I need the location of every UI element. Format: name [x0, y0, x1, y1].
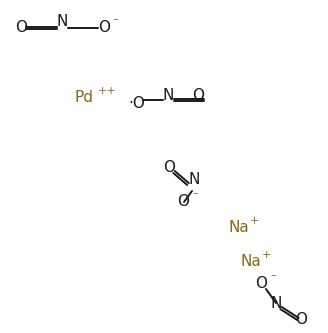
Text: Pd: Pd — [75, 91, 94, 106]
Text: N: N — [163, 89, 174, 104]
Text: ⁻: ⁻ — [192, 191, 198, 201]
Text: O: O — [15, 21, 27, 36]
Text: N: N — [57, 15, 68, 30]
Text: ⁻: ⁻ — [112, 17, 118, 27]
Text: +: + — [250, 216, 259, 226]
Text: O: O — [177, 194, 189, 209]
Text: +: + — [262, 250, 271, 260]
Text: Na: Na — [240, 254, 261, 269]
Text: N: N — [270, 295, 281, 310]
Text: O: O — [163, 161, 175, 175]
Text: ++: ++ — [98, 86, 117, 96]
Text: O: O — [192, 89, 204, 104]
Text: O: O — [295, 311, 307, 326]
Text: ·O: ·O — [128, 96, 145, 111]
Text: O: O — [255, 276, 267, 291]
Text: ⁻: ⁻ — [270, 273, 276, 283]
Text: Na: Na — [228, 220, 249, 235]
Text: N: N — [188, 172, 199, 187]
Text: O: O — [98, 21, 110, 36]
